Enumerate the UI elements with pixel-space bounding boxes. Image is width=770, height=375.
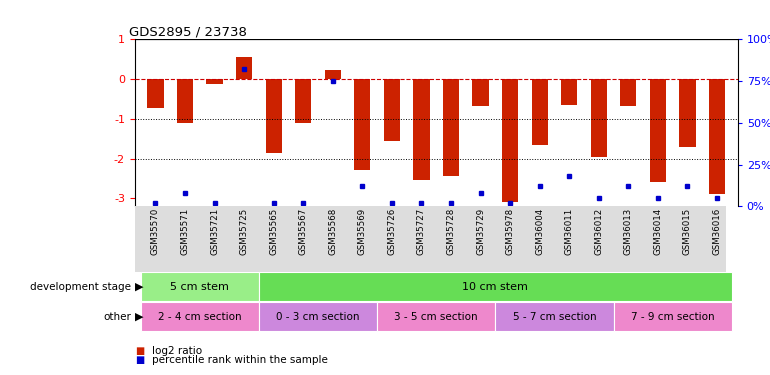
Text: 2 - 4 cm section: 2 - 4 cm section [158, 312, 242, 322]
Text: other: other [103, 312, 131, 322]
Text: GSM35565: GSM35565 [270, 208, 278, 255]
Bar [495, 303, 614, 331]
Text: GSM35568: GSM35568 [328, 208, 337, 255]
Text: GSM35727: GSM35727 [417, 208, 426, 255]
Text: GSM35728: GSM35728 [447, 208, 456, 255]
Text: development stage: development stage [30, 282, 131, 292]
Text: 0 - 3 cm section: 0 - 3 cm section [276, 312, 360, 322]
Bar [325, 70, 341, 79]
Bar [236, 57, 253, 79]
Text: GSM36014: GSM36014 [654, 208, 662, 255]
Text: GSM35726: GSM35726 [387, 208, 397, 255]
Text: GSM35569: GSM35569 [358, 208, 367, 255]
Bar [709, 79, 725, 194]
Text: 7 - 9 cm section: 7 - 9 cm section [631, 312, 715, 322]
Text: GSM35725: GSM35725 [239, 208, 249, 255]
Text: 5 - 7 cm section: 5 - 7 cm section [513, 312, 596, 322]
Text: GSM35978: GSM35978 [506, 208, 514, 255]
Text: GSM36012: GSM36012 [594, 208, 603, 255]
Text: 3 - 5 cm section: 3 - 5 cm section [394, 312, 478, 322]
Bar [141, 303, 259, 331]
Bar [354, 79, 370, 171]
Text: ■: ■ [135, 346, 144, 355]
Text: GSM35729: GSM35729 [476, 208, 485, 255]
Bar [561, 79, 578, 105]
Bar [206, 79, 223, 84]
Text: ▶: ▶ [135, 312, 143, 322]
Bar [502, 79, 518, 202]
Text: log2 ratio: log2 ratio [152, 346, 202, 355]
Text: ▶: ▶ [135, 282, 143, 292]
Text: ■: ■ [135, 355, 144, 365]
Bar [259, 273, 732, 301]
Text: GSM35571: GSM35571 [180, 208, 189, 255]
Text: GSM36015: GSM36015 [683, 208, 692, 255]
Text: percentile rank within the sample: percentile rank within the sample [152, 355, 327, 365]
Bar [377, 303, 495, 331]
Bar [413, 79, 430, 180]
Bar [443, 79, 459, 177]
Bar [531, 79, 547, 145]
Bar [266, 79, 282, 153]
Text: GSM36011: GSM36011 [564, 208, 574, 255]
Text: GSM35567: GSM35567 [299, 208, 308, 255]
Text: GSM35721: GSM35721 [210, 208, 219, 255]
Bar [473, 79, 489, 106]
Bar [679, 79, 695, 147]
Text: GDS2895 / 23738: GDS2895 / 23738 [129, 25, 246, 38]
Bar [620, 79, 637, 106]
Text: GSM36013: GSM36013 [624, 208, 633, 255]
Bar [177, 79, 193, 123]
Bar [295, 79, 311, 123]
Bar [591, 79, 607, 157]
Bar [650, 79, 666, 182]
Bar [147, 79, 163, 108]
Text: GSM35570: GSM35570 [151, 208, 160, 255]
Bar [383, 79, 400, 141]
Bar [259, 303, 377, 331]
Bar [141, 273, 259, 301]
Text: 5 cm stem: 5 cm stem [170, 282, 229, 292]
Bar [614, 303, 732, 331]
Text: GSM36004: GSM36004 [535, 208, 544, 255]
Text: GSM36016: GSM36016 [712, 208, 721, 255]
Text: 10 cm stem: 10 cm stem [462, 282, 528, 292]
